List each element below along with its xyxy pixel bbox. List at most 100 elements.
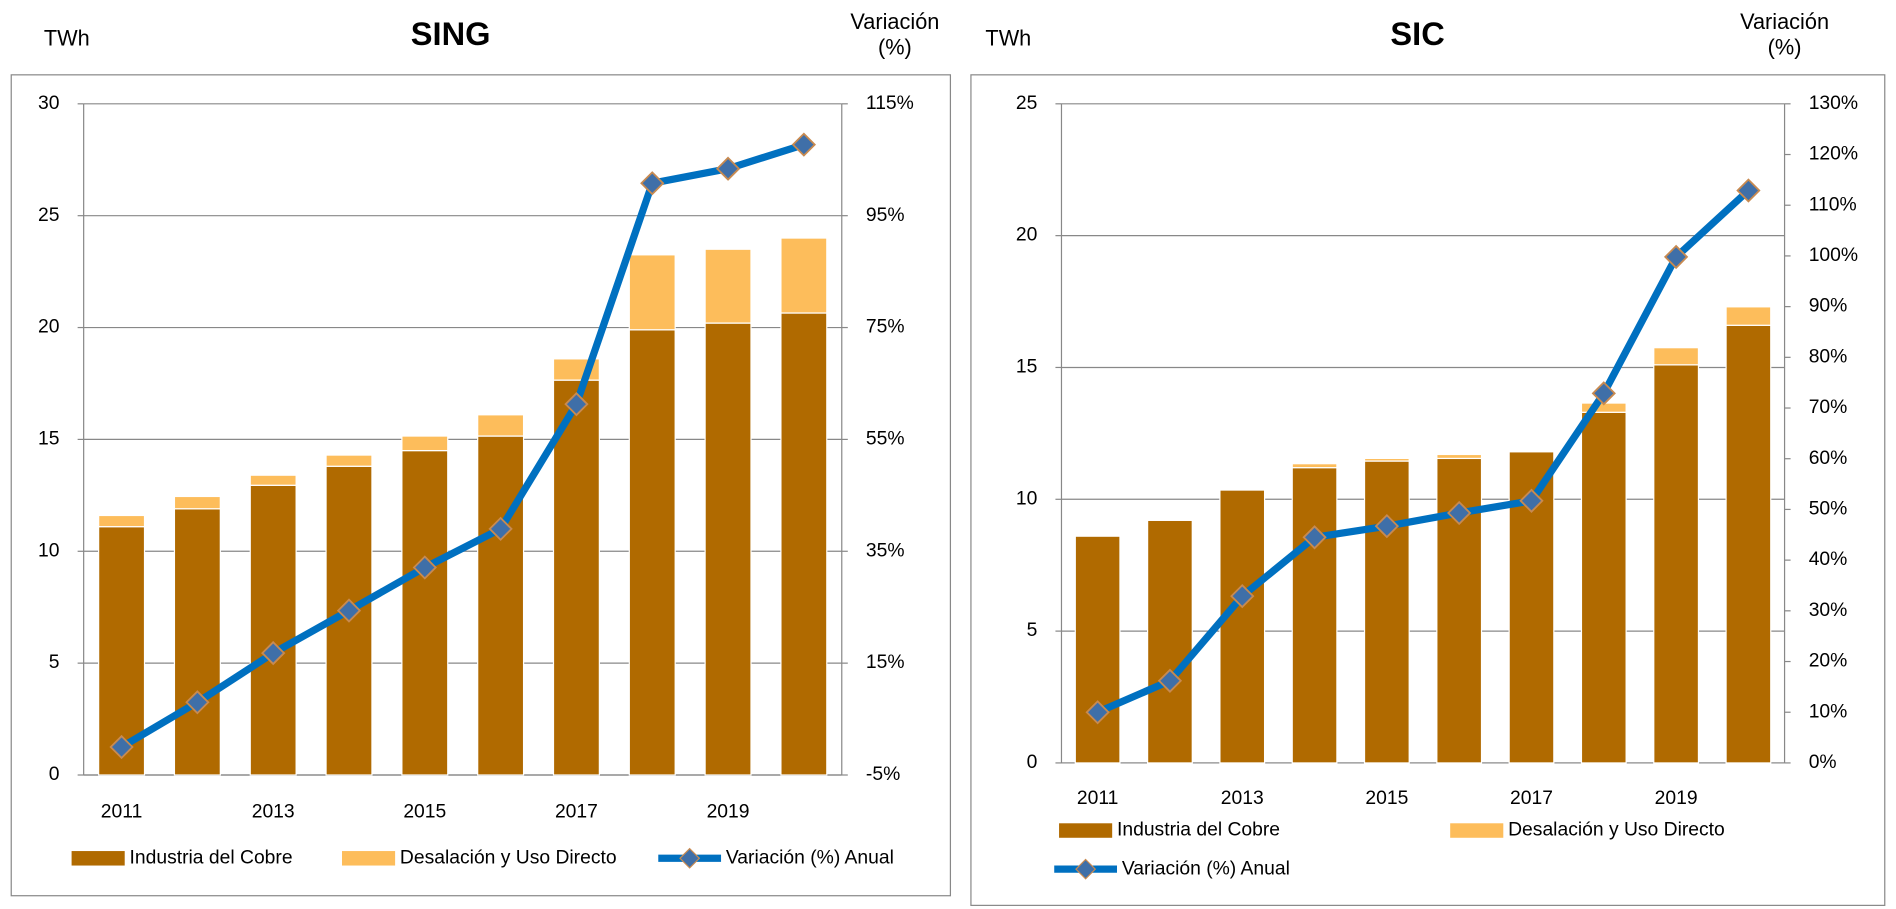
y2-axis-label-text: Variación (%) [1740, 9, 1830, 60]
line-marker [791, 132, 817, 157]
y-tick-label: 30 [38, 93, 59, 114]
y2-axis-label: Variación (%) [850, 9, 940, 60]
line-series [119, 141, 805, 751]
bar [628, 254, 676, 331]
y-tick-label: 20 [38, 317, 59, 338]
bar [1653, 347, 1700, 366]
x-tick-label: 2013 [252, 802, 295, 823]
bar [401, 449, 449, 776]
y-tick-label: 25 [38, 205, 59, 226]
legend-marker [1075, 858, 1097, 880]
line-marker [336, 598, 362, 623]
legend-swatch [1450, 823, 1504, 838]
y-tick-label: 20 [1016, 225, 1037, 246]
bar [1147, 519, 1193, 764]
x-tick-label: 2011 [1077, 788, 1119, 809]
bar [704, 322, 752, 776]
line-marker [1374, 514, 1400, 539]
bar [249, 484, 297, 776]
x-tick-label: 2019 [1655, 788, 1698, 809]
x-tick-label: 2015 [1365, 788, 1408, 809]
bar [325, 454, 373, 467]
legend-label: Desalación y Uso Directo [400, 847, 617, 868]
bar [1725, 306, 1772, 326]
line-marker [715, 156, 741, 181]
bar [477, 435, 525, 776]
bar [780, 237, 828, 314]
bar [1291, 467, 1338, 764]
bar [1436, 453, 1483, 460]
y2-tick-label: 75% [866, 317, 905, 338]
legend-label: Variación (%) Anual [726, 847, 894, 868]
y-tick-label: 5 [1027, 620, 1038, 641]
line-marker [640, 171, 665, 196]
chart-title: SING [411, 15, 491, 52]
x-tick-label: 2015 [403, 802, 446, 823]
y2-axis-label-text: Variación (%) [850, 9, 940, 60]
frame [970, 74, 1886, 906]
bar [1363, 460, 1410, 764]
legend-marker [679, 847, 701, 869]
line-marker [1157, 668, 1183, 693]
x-tick-label: 2019 [707, 802, 750, 823]
bar [628, 329, 676, 776]
bar [1363, 457, 1410, 462]
line-marker [261, 640, 286, 666]
legend-label: Industria del Cobre [130, 847, 293, 868]
line-marker [488, 516, 513, 542]
line-marker [1230, 583, 1255, 609]
legend-label: Variación (%) Anual [1122, 858, 1290, 879]
bar [1219, 489, 1266, 764]
line-marker [185, 690, 210, 715]
line-marker [109, 734, 134, 760]
bar [477, 414, 525, 437]
y-tick-label: 25 [1016, 93, 1037, 114]
x-tick-label: 2013 [1221, 788, 1264, 809]
line-marker [1663, 244, 1689, 270]
bar [1074, 535, 1121, 764]
y2-tick-label: 15% [866, 652, 905, 673]
y2-axis-label: Variación (%) [1740, 9, 1830, 60]
bar [401, 435, 449, 452]
y-tick-label: 0 [1027, 752, 1038, 773]
legend-swatch [342, 851, 396, 866]
y-tick-label: 15 [1016, 357, 1037, 378]
line-marker [1736, 178, 1761, 203]
x-tick-label: 2011 [101, 802, 142, 823]
y-tick-label: 0 [49, 764, 60, 785]
y2-tick-label: 130% [1809, 93, 1858, 114]
x-tick-label: 2017 [555, 802, 598, 823]
legend-label: Desalación y Uso Directo [1508, 820, 1725, 841]
y2-tick-label: 30% [1809, 600, 1848, 621]
legend-swatch [71, 851, 125, 866]
bar [1725, 324, 1772, 764]
y2-tick-label: 35% [866, 540, 905, 561]
y2-tick-label: 70% [1809, 397, 1848, 418]
bar [249, 474, 297, 486]
line-series [1096, 187, 1751, 716]
line-marker [1085, 700, 1110, 725]
bar [98, 514, 146, 528]
y2-tick-label: 0% [1809, 752, 1837, 773]
line-marker [412, 555, 437, 580]
line-marker [1302, 525, 1327, 550]
line-marker [1447, 500, 1472, 526]
y2-tick-label: 55% [866, 429, 905, 450]
bar [704, 248, 752, 324]
y2-tick-label: 100% [1809, 245, 1858, 266]
y-tick-label: 10 [38, 540, 59, 561]
y2-tick-label: 10% [1809, 701, 1848, 722]
legend-label: Industria del Cobre [1117, 820, 1280, 841]
y2-tick-label: 90% [1809, 296, 1848, 317]
x-tick-label: 2017 [1510, 788, 1553, 809]
bar [1291, 463, 1338, 469]
y2-tick-label: 80% [1809, 346, 1848, 367]
y2-tick-label: 50% [1809, 499, 1848, 520]
y-axis-label: TWh [44, 26, 90, 51]
legend-swatch [1059, 823, 1113, 838]
y-axis-label: TWh [985, 26, 1031, 51]
y-tick-label: 5 [49, 652, 60, 673]
frame [10, 74, 952, 897]
y2-tick-label: 120% [1809, 144, 1858, 165]
y2-tick-label: 60% [1809, 448, 1848, 469]
